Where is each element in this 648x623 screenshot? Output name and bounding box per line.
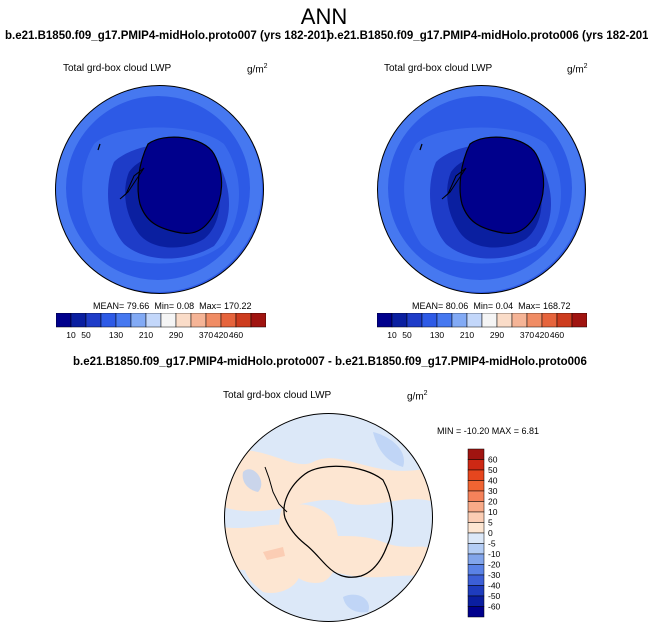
panel2-polar-map <box>377 85 586 294</box>
panel3-colorbar-tick-label: -30 <box>488 570 501 580</box>
panel3-colorbar-swatch <box>467 532 485 544</box>
panel3-variable-label: Total grd-box cloud LWP <box>223 390 332 401</box>
panel1-polar-map <box>55 85 264 294</box>
panel1-colorbar-swatch <box>130 313 147 328</box>
panel1-colorbar-swatch <box>220 313 237 328</box>
panel3-colorbar-swatch <box>467 459 485 471</box>
panel3-colorbar-tick-label: 20 <box>488 497 498 507</box>
panel1-colorbar-tick-label: 130 <box>109 330 123 340</box>
panel3-colorbar-tick-label: 40 <box>488 476 498 486</box>
panel2-colorbar-swatch <box>421 313 438 328</box>
panel3-colorbar-swatch <box>467 595 485 607</box>
panel1-colorbar-swatch <box>175 313 192 328</box>
panel1-stats: MEAN= 79.66 Min= 0.08 Max= 170.22 <box>93 301 252 311</box>
panel2-colorbar-tick-label: 460 <box>550 330 564 340</box>
panel3-colorbar-tick-label: 10 <box>488 507 498 517</box>
panel3-colorbar-swatch <box>467 574 485 586</box>
panel1-colorbar: 10 50 130 210 290 370 420 460 <box>56 313 266 340</box>
panel1-colorbar-tick-label: 50 <box>81 330 91 340</box>
panel2-colorbar-swatch <box>496 313 513 328</box>
panel3-colorbar-tick-label: 30 <box>488 486 498 496</box>
panel1-colorbar-tick-label: 290 <box>169 330 183 340</box>
panel1-colorbar-swatch <box>235 313 252 328</box>
panel3-case-title: b.e21.B1850.f09_g17.PMIP4-midHolo.proto0… <box>73 356 587 368</box>
panel2-colorbar-tick-label: 370 <box>520 330 534 340</box>
panel1-variable-label: Total grd-box cloud LWP <box>63 63 172 74</box>
panel2-colorbar-swatch <box>436 313 453 328</box>
panel3-colorbar-tick-label: 50 <box>488 465 498 475</box>
panel1-colorbar-tick-label: 210 <box>139 330 153 340</box>
panel2-colorbar-tick-label: 420 <box>535 330 549 340</box>
panel2-colorbar-tick-label: 50 <box>402 330 412 340</box>
panel2-colorbar-swatch <box>526 313 543 328</box>
panel2-colorbar-swatch <box>466 313 483 328</box>
panel3-minmax: MIN = -10.20 MAX = 6.81 <box>437 426 540 436</box>
panel2-variable-label: Total grd-box cloud LWP <box>384 63 493 74</box>
panel3-colorbar-tick-label: -50 <box>488 591 501 601</box>
panel3-colorbar-swatch <box>467 469 485 481</box>
panel1-colorbar-tick-label: 10 <box>66 330 76 340</box>
panel1-colorbar-tick-label: 460 <box>229 330 243 340</box>
panel3-colorbar-tick-label: -20 <box>488 560 501 570</box>
panel3-colorbar-swatch <box>467 553 485 565</box>
panel3-colorbar-swatch <box>467 585 485 597</box>
panel3-colorbar-swatch <box>467 480 485 492</box>
panel2-colorbar: 10 50 130 210 290 370 420 460 <box>377 313 587 340</box>
panel1-colorbar-swatch <box>56 313 72 328</box>
panel2-colorbar-swatch <box>511 313 528 328</box>
panel2-units: g/m2 <box>567 63 588 76</box>
figure-title: ANN <box>300 4 348 29</box>
panel1-colorbar-tick-label: 370 <box>199 330 213 340</box>
panel3-colorbar-swatch <box>467 490 485 502</box>
panel2-stats: MEAN= 80.06 Min= 0.04 Max= 168.72 <box>412 301 571 311</box>
panel2-colorbar-tick-label: 210 <box>460 330 474 340</box>
panel3-colorbar-swatch <box>467 564 485 576</box>
panel3-colorbar-tick-label: 0 <box>488 528 493 538</box>
panel3-colorbar-tick-label: -40 <box>488 581 501 591</box>
panel1-colorbar-swatch <box>205 313 222 328</box>
panel3-colorbar-swatch <box>467 522 485 534</box>
panel2-colorbar-swatch <box>571 313 587 328</box>
panel3-colorbar-tick-label: 60 <box>488 455 498 465</box>
panel2-colorbar-tick-label: 10 <box>387 330 397 340</box>
panel3-colorbar-tick-label: -5 <box>488 539 496 549</box>
panel2-colorbar-swatch <box>391 313 408 328</box>
panel1-colorbar-swatch <box>115 313 132 328</box>
panel2-colorbar-tick-label: 130 <box>430 330 444 340</box>
panel2-colorbar-tick-label: 290 <box>490 330 504 340</box>
panel1-colorbar-swatch <box>160 313 177 328</box>
panel2-colorbar-swatch <box>541 313 558 328</box>
panel3-colorbar-tick-label: -10 <box>488 549 501 559</box>
panel3-polar-map <box>224 413 433 622</box>
panel1-colorbar-swatch <box>85 313 102 328</box>
panel3-colorbar-swatch <box>467 511 485 523</box>
panel2-colorbar-swatch <box>481 313 498 328</box>
panel1-colorbar-swatch <box>100 313 117 328</box>
panel3-colorbar-swatch <box>467 501 485 513</box>
panel3-colorbar-swatch <box>467 606 485 618</box>
panel3-colorbar-tick-label: 5 <box>488 518 493 528</box>
panel1-colorbar-swatch <box>145 313 162 328</box>
panel3-colorbar-swatch <box>467 543 485 555</box>
panel1-colorbar-swatch <box>70 313 87 328</box>
panel3-colorbar-tick-label: -60 <box>488 602 501 612</box>
panel2-colorbar-swatch <box>406 313 423 328</box>
panel3-units: g/m2 <box>407 390 428 403</box>
panel3-colorbar-swatch <box>467 448 485 460</box>
panel1-colorbar-swatch <box>190 313 207 328</box>
panel2-case-title: b.e21.B1850.f09_g17.PMIP4-midHolo.proto0… <box>327 30 648 42</box>
panel2-colorbar-swatch <box>377 313 393 328</box>
panel1-colorbar-swatch <box>250 313 266 328</box>
panel1-units: g/m2 <box>247 63 268 76</box>
panel1-case-title: b.e21.B1850.f09_g17.PMIP4-midHolo.proto0… <box>5 30 331 42</box>
panel2-colorbar-swatch <box>556 313 573 328</box>
panel1-colorbar-tick-label: 420 <box>214 330 228 340</box>
panel2-colorbar-swatch <box>451 313 468 328</box>
